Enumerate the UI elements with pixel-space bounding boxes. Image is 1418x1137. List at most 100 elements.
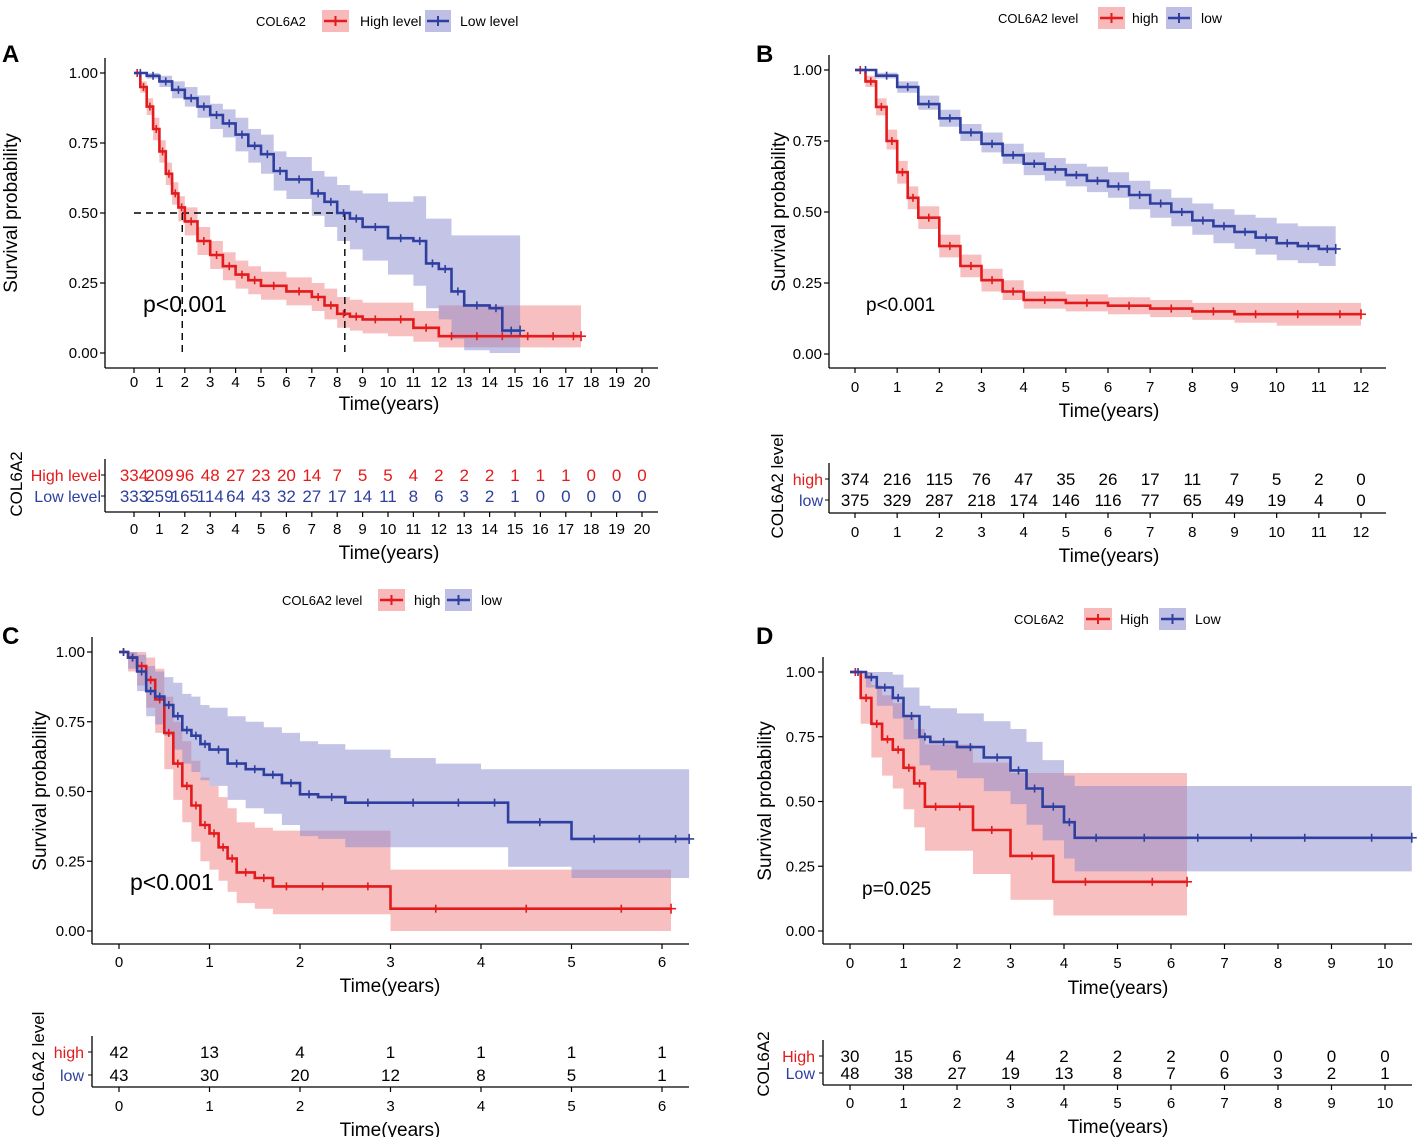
risk-x-tick-label: 3 <box>386 1098 394 1115</box>
risk-x-tick-label: 15 <box>507 521 524 538</box>
x-tick-label: 10 <box>1377 955 1394 972</box>
risk-count: 5 <box>1272 470 1281 489</box>
panel-b: COL6A2 level high low 0.00 0.25 0.50 0.75 1.00 0… <box>768 7 1386 567</box>
legend-title: COL6A2 level <box>282 593 362 608</box>
risk-table-row-label: low <box>60 1068 84 1085</box>
x-tick-label: 19 <box>608 374 625 391</box>
risk-x-tick-label: 0 <box>846 1095 854 1112</box>
risk-x-tick-label: 0 <box>130 521 138 538</box>
risk-count: 1 <box>476 1043 485 1062</box>
x-tick-label: 17 <box>557 374 574 391</box>
x-tick-label: 3 <box>977 379 985 396</box>
x-tick-label: 9 <box>358 374 366 391</box>
risk-count: 20 <box>291 1066 310 1085</box>
risk-count: 19 <box>1001 1064 1020 1083</box>
risk-x-tick-label: 9 <box>358 521 366 538</box>
risk-count: 96 <box>175 466 194 485</box>
risk-count: 174 <box>1009 491 1037 510</box>
risk-count: 27 <box>948 1064 967 1083</box>
y-tick-label: 1.00 <box>786 664 815 681</box>
risk-count: 2 <box>1059 1047 1068 1066</box>
risk-count: 1 <box>510 487 519 506</box>
y-axis-label: Survival probability <box>769 132 790 292</box>
risk-x-tick-label: 2 <box>935 524 943 541</box>
risk-count: 0 <box>536 487 545 506</box>
x-tick-label: 6 <box>1167 955 1175 972</box>
x-tick-label: 11 <box>406 374 422 391</box>
risk-count: 30 <box>200 1066 219 1085</box>
risk-count: 5 <box>358 466 367 485</box>
risk-count: 13 <box>1055 1064 1074 1083</box>
y-tick-label: 0.75 <box>69 135 98 152</box>
risk-x-tick-label: 6 <box>658 1098 666 1115</box>
risk-x-tick-label: 12 <box>430 521 447 538</box>
risk-x-tick-label: 6 <box>1104 524 1112 541</box>
y-tick-label: 0.00 <box>69 345 98 362</box>
risk-count: 375 <box>841 491 869 510</box>
legend-label: High level <box>360 13 421 29</box>
risk-count: 11 <box>1184 470 1202 489</box>
x-tick-label: 5 <box>1062 379 1070 396</box>
risk-x-tick-label: 4 <box>1060 1095 1068 1112</box>
risk-x-tick-label: 10 <box>380 521 397 538</box>
x-tick-label: 2 <box>296 954 304 971</box>
risk-count: 14 <box>302 466 321 485</box>
x-axis-label: Time(years) <box>1068 978 1169 999</box>
x-tick-label: 7 <box>1146 379 1154 396</box>
risk-count: 27 <box>302 487 321 506</box>
risk-table-row-label: high <box>54 1045 84 1062</box>
x-tick-label: 0 <box>846 955 854 972</box>
risk-x-tick-label: 2 <box>296 1098 304 1115</box>
risk-x-tick-label: 0 <box>851 524 859 541</box>
y-tick-label: 0.50 <box>786 794 815 811</box>
x-tick-label: 16 <box>532 374 549 391</box>
risk-count: 7 <box>332 466 341 485</box>
risk-count: 13 <box>200 1043 219 1062</box>
x-axis-label: Time(years) <box>339 394 440 415</box>
x-axis-label: Time(years) <box>340 976 441 997</box>
risk-count: 0 <box>612 487 621 506</box>
risk-count: 26 <box>1099 470 1118 489</box>
risk-count: 4 <box>1314 491 1323 510</box>
risk-x-tick-label: 9 <box>1327 1095 1335 1112</box>
legend-label: low <box>481 592 503 608</box>
risk-x-tick-label: 4 <box>231 521 239 538</box>
legend-title: COL6A2 <box>1014 612 1064 627</box>
panel-label-c: C <box>2 623 19 650</box>
x-tick-label: 2 <box>181 374 189 391</box>
x-tick-label: 20 <box>634 374 651 391</box>
risk-count: 0 <box>637 487 646 506</box>
risk-x-tick-label: 1 <box>155 521 163 538</box>
risk-x-axis-label: Time(years) <box>340 1120 441 1137</box>
risk-count: 35 <box>1056 470 1075 489</box>
legend-label: Low level <box>460 13 518 29</box>
risk-table-row-label: Low level <box>34 489 101 506</box>
risk-count: 0 <box>1356 491 1365 510</box>
y-tick-label: 0.50 <box>793 204 822 221</box>
x-tick-label: 8 <box>1274 955 1282 972</box>
ci-band-low <box>850 672 1412 872</box>
x-tick-label: 4 <box>231 374 239 391</box>
risk-count: 6 <box>1220 1064 1229 1083</box>
p-value: p<0.001 <box>143 291 227 317</box>
y-tick-label: 0.50 <box>56 784 85 801</box>
risk-table-row-label: High <box>782 1049 815 1066</box>
risk-x-tick-label: 16 <box>532 521 549 538</box>
risk-x-tick-label: 8 <box>333 521 341 538</box>
risk-count: 6 <box>434 487 443 506</box>
survival-curve-low <box>850 670 1412 840</box>
risk-table-row-label: high <box>793 472 823 489</box>
risk-x-tick-label: 7 <box>308 521 316 538</box>
risk-count: 38 <box>894 1064 913 1083</box>
risk-count: 1 <box>386 1043 395 1062</box>
x-tick-label: 8 <box>333 374 341 391</box>
risk-count: 5 <box>383 466 392 485</box>
risk-count: 17 <box>1141 470 1160 489</box>
risk-count: 2 <box>434 466 443 485</box>
survival-curve-high <box>855 68 1361 316</box>
x-tick-label: 2 <box>953 955 961 972</box>
y-tick-label: 0.75 <box>786 729 815 746</box>
